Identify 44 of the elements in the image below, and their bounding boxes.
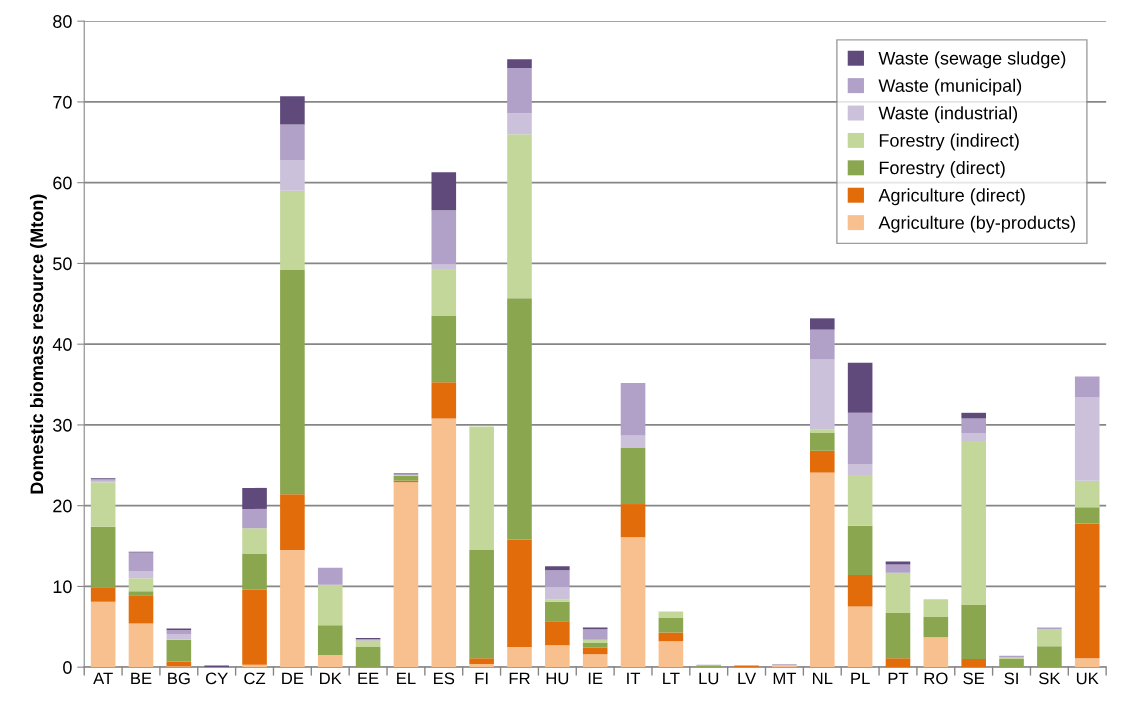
x-tick-label: SK [1039, 672, 1061, 685]
y-tick-label: 10 [53, 580, 72, 594]
x-tick-label: EL [397, 672, 416, 685]
x-tick-label: PL [851, 672, 870, 685]
x-tick-label: ES [434, 672, 455, 685]
y-tick-label: 40 [52, 338, 72, 351]
x-tick-label: RO [924, 672, 948, 685]
x-tick-label: NL [813, 672, 833, 685]
legend-label: Waste (municipal) [878, 78, 1022, 96]
x-tick-label: HU [546, 672, 569, 685]
y-tick-label: 50 [53, 257, 72, 271]
x-tick-label: BE [131, 672, 152, 685]
y-tick-label: 60 [53, 176, 72, 190]
x-tick-label: AT [93, 672, 113, 685]
legend-label: Waste (sewage sludge) [878, 51, 1066, 69]
x-tick-label: LV [738, 672, 757, 685]
y-tick-label: 70 [53, 95, 72, 109]
y-tick-label: 30 [53, 418, 72, 432]
x-tick-label: IT [627, 672, 641, 685]
x-tick-label: UK [1076, 672, 1099, 685]
y-axis-title: Domestic biomass resource (Mton) [29, 194, 47, 494]
x-tick-label: DE [282, 672, 304, 685]
x-tick-label: SE [963, 672, 985, 685]
x-tick-label: PT [888, 672, 909, 685]
x-tick-label: FR [509, 672, 530, 685]
x-tick-label: SI [1004, 672, 1018, 685]
y-tick-label: 20 [53, 499, 72, 513]
x-tick-label: BG [168, 672, 190, 685]
y-tick-label: 80 [53, 15, 72, 28]
y-tick-label: 0 [63, 661, 72, 674]
legend-label: Forestry (indirect) [879, 133, 1019, 151]
x-tick-label: DK [320, 672, 342, 685]
x-tick-label: IE [588, 672, 603, 685]
x-tick-label: FI [475, 672, 488, 685]
x-tick-label: LT [663, 672, 680, 685]
x-tick-label: CY [205, 672, 228, 685]
x-tick-label: LU [699, 672, 719, 685]
legend-label: Forestry (direct) [879, 160, 1005, 178]
legend-label: Waste (industrial) [878, 106, 1018, 123]
x-tick-label: CZ [244, 672, 266, 685]
legend-label: Agriculture (direct) [878, 188, 1025, 206]
x-tick-label: EE [358, 672, 379, 685]
x-tick-label: MT [773, 672, 797, 685]
legend-label: Agriculture (by-products) [878, 215, 1075, 233]
